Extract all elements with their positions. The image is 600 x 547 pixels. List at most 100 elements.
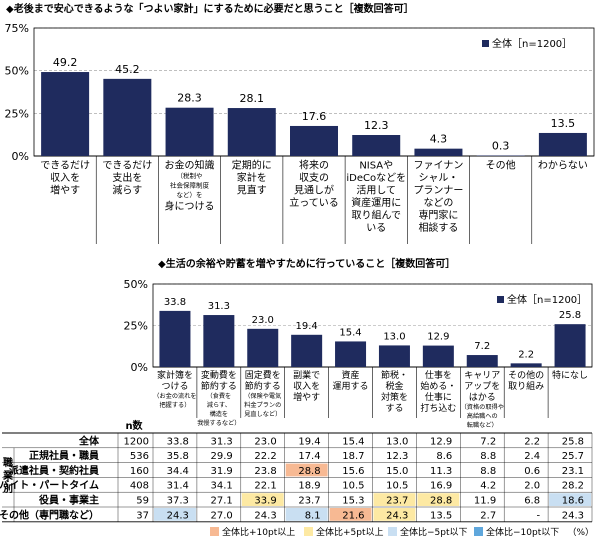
legend-swatch — [388, 527, 397, 536]
category-label: その他 — [486, 159, 516, 172]
table-cell: 28.8 — [430, 496, 452, 507]
highlight-cell — [329, 508, 372, 521]
bar-value-label: 0.3 — [492, 139, 510, 152]
category-label: 社会保障制度 — [170, 181, 210, 190]
table-cell: 15.3 — [342, 496, 364, 507]
category-label: （食費を — [206, 392, 231, 400]
table-cell: 34.4 — [167, 466, 189, 477]
bar — [227, 108, 276, 156]
table-cell: 31.3 — [211, 436, 233, 447]
category-label: 増やす — [293, 391, 320, 403]
table-cell: 2.7 — [480, 510, 496, 521]
table-cell: 24.3 — [386, 510, 408, 521]
table-cell: 16.9 — [430, 481, 452, 492]
bar — [159, 310, 191, 367]
table-cell: 25.8 — [562, 436, 584, 447]
row-label: 正規社員・職員 — [29, 449, 99, 462]
category-label: 減らす — [112, 184, 142, 197]
n-header: n数 — [125, 419, 143, 432]
category-label: 家計を — [237, 171, 267, 184]
category-label: 活用して — [356, 185, 396, 197]
chart2-legend: 全体［n=1200］ — [507, 293, 587, 306]
table-cell: 33.8 — [167, 436, 189, 447]
category-label: お金の知識 — [165, 159, 215, 172]
category-label: 変動費を — [201, 369, 237, 381]
category-label: できるだけ — [102, 160, 152, 172]
table-cell: 35.8 — [167, 451, 189, 462]
category-label: 対策を — [381, 391, 408, 403]
bar — [291, 334, 323, 367]
row-label: 全体 — [78, 434, 100, 447]
table-cell: 28.8 — [298, 466, 320, 477]
category-label: 仕事を — [425, 369, 452, 381]
category-label: 増やす — [50, 184, 80, 197]
bar-value-label: 12.3 — [364, 119, 389, 132]
table-cell: 2.2 — [524, 436, 540, 447]
table-cell: 31.9 — [211, 466, 233, 477]
bar — [476, 155, 525, 156]
category-label: 転職など） — [467, 421, 498, 429]
legend-swatch — [304, 527, 313, 536]
category-label: 税金 — [385, 380, 403, 392]
category-label: 打ち込む — [420, 402, 456, 414]
table-cell: 2.4 — [524, 451, 540, 462]
legend-label: 全体比−10pt以下 — [486, 526, 559, 538]
side-label: 職 — [3, 456, 13, 469]
category-label: 定期的に — [232, 159, 272, 172]
highlight-cell — [373, 493, 416, 506]
table-cell: 15.6 — [342, 466, 364, 477]
category-label: 専門家に — [418, 209, 458, 222]
legend-swatch — [210, 527, 219, 536]
table-cell: 34.1 — [211, 481, 233, 492]
bar — [378, 345, 410, 367]
table-cell: 0.6 — [524, 466, 540, 477]
y-tick-label: 50% — [124, 278, 148, 291]
category-label: 特になし — [552, 369, 588, 381]
bar — [422, 345, 454, 367]
category-label: 高給職への — [467, 412, 498, 420]
category-label: 収入を — [293, 380, 320, 392]
category-label: その他の — [508, 369, 544, 381]
table-cell: 37.3 — [167, 496, 189, 507]
table-cell: 22.1 — [254, 481, 276, 492]
legend-label: 全体比+5pt以上 — [316, 526, 384, 538]
legend-swatch — [497, 296, 504, 303]
bar-value-label: 33.8 — [164, 297, 186, 308]
chart1-legend: 全体［n=1200］ — [492, 37, 572, 50]
bar-value-label: 7.2 — [474, 341, 490, 352]
category-label: シャル・ — [418, 173, 458, 184]
category-label: いる — [366, 222, 386, 234]
table-cell: 27.1 — [211, 496, 233, 507]
y-tick-label: 75% — [5, 22, 29, 35]
table-cell: 2.0 — [524, 481, 540, 492]
bar-value-label: 28.3 — [177, 92, 202, 105]
table-cell: 4.2 — [480, 481, 496, 492]
legend-label: 全体比−5pt以下 — [400, 526, 468, 538]
highlight-cell — [549, 493, 591, 506]
category-label: はかる — [469, 392, 496, 403]
category-label: （税制や — [177, 171, 203, 180]
table-cell: 21.6 — [342, 510, 364, 521]
category-label: 仕事に — [425, 391, 452, 403]
table-cell: 8.6 — [436, 451, 452, 462]
chart1-title: ◆老後まで安心できるような「つよい家計」にするために必要だと思うこと［複数回答可… — [6, 2, 414, 15]
category-label: プランナー — [413, 185, 463, 197]
table-cell: 12.3 — [386, 451, 408, 462]
bar — [554, 324, 586, 367]
row-n: 160 — [130, 466, 149, 477]
row-n: 37 — [136, 510, 149, 521]
table-cell: 8.1 — [305, 510, 321, 521]
bar-value-label: 13.5 — [551, 117, 576, 130]
highlight-legend: 全体比+10pt以上 全体比+5pt以上 全体比−5pt以下 全体比−10pt以下 （%… — [210, 526, 594, 538]
category-label: 把握する） — [159, 401, 190, 409]
highlight-cell — [285, 463, 328, 477]
table-cell: 29.9 — [211, 451, 233, 462]
category-label: 支出を — [112, 171, 142, 184]
table-cell: 13.0 — [386, 436, 408, 447]
bar-value-label: 2.2 — [518, 349, 534, 360]
category-label: NISAや — [359, 160, 393, 172]
table-cell: 24.3 — [254, 510, 276, 521]
category-label: 取り組んで — [351, 209, 401, 222]
table-cell: 24.3 — [562, 510, 584, 521]
